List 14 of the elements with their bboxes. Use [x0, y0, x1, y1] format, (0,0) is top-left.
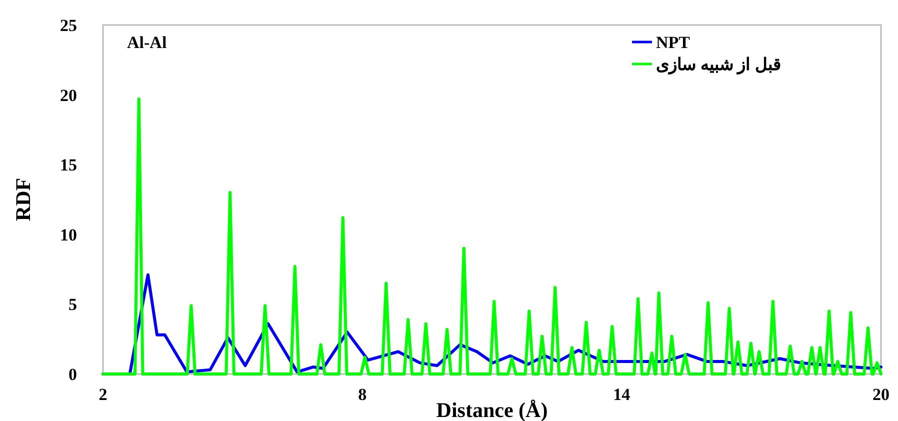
y-axis-title: RDF: [11, 178, 35, 222]
x-tick-label: 20: [872, 385, 890, 404]
text: Al-Al: [127, 33, 167, 52]
legend-label: قبل از شبیه سازی: [656, 55, 781, 75]
y-tick-label: 10: [60, 225, 77, 244]
y-tick-label: 0: [68, 365, 77, 384]
x-tick-label: 8: [358, 385, 367, 404]
y-tick-label: 5: [68, 295, 77, 314]
x-tick-label: 2: [98, 385, 108, 404]
legend-label: NPT: [656, 33, 691, 52]
y-tick-label: 25: [60, 16, 77, 35]
y-tick-label: 15: [60, 156, 77, 175]
y-tick-label: 20: [60, 86, 77, 105]
x-tick-label: 14: [613, 385, 631, 404]
